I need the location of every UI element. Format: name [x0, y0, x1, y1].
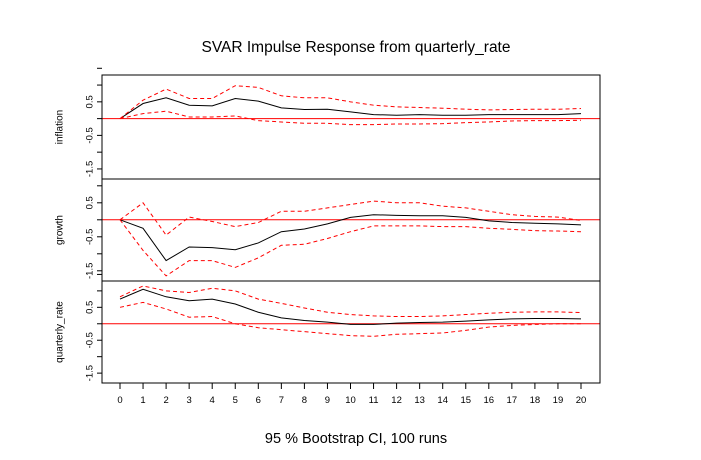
y-tick-label: -1.5	[85, 263, 96, 279]
x-tick-label: 18	[530, 395, 541, 406]
x-tick-label: 5	[233, 395, 238, 406]
y-axis-label-inflation: inflation	[55, 110, 66, 144]
panel-quarterly_rate: 0.5 -0.5 -1.5 quarterly_rate	[55, 273, 601, 384]
x-tick-label: 11	[369, 395, 379, 406]
x-tick-label: 3	[187, 395, 192, 406]
x-tick-label: 17	[507, 395, 518, 406]
y-tick-label: -0.5	[85, 332, 96, 348]
panel-frame	[101, 74, 601, 180]
y-axis-label-growth: growth	[55, 215, 66, 245]
x-tick-label: 7	[279, 395, 284, 406]
plot-area: 0.5-0.5-1.5inflation0.5-0.5-1.5growth0.5…	[55, 67, 601, 406]
series-upper-line	[119, 200, 582, 236]
x-tick-label: 14	[437, 395, 448, 406]
panel-growth: 0.5 -0.5 -1.5 growth	[55, 178, 601, 282]
y-tick-label: 0.5	[85, 301, 96, 314]
panel-frame	[101, 280, 601, 384]
x-tick-label: 12	[391, 395, 402, 406]
panel-frame	[101, 178, 601, 282]
x-tick-label: 6	[256, 395, 261, 406]
x-tick-label: 10	[345, 395, 356, 406]
chart-subtitle: 95 % Bootstrap CI, 100 runs	[265, 431, 447, 447]
x-axis: 0 1 2 3 4 5 6 7 8 9 10 11 12 13 14 15 16 17 18 19 20	[117, 383, 586, 406]
panel-inflation: 0.5 -0.5 -1.5 inflation	[55, 67, 601, 180]
series-irf-line	[119, 214, 582, 262]
series-irf-line	[119, 97, 582, 120]
series-upper-line	[119, 285, 582, 318]
x-tick-label: 9	[325, 395, 330, 406]
x-tick-label: 1	[140, 395, 145, 406]
series-lower-line	[119, 219, 582, 277]
y-tick-label: -0.5	[85, 229, 96, 245]
x-tick-label: 20	[576, 395, 587, 406]
series-upper-line	[119, 85, 582, 120]
series-lower-line	[119, 110, 582, 126]
y-tick-label: -1.5	[85, 161, 96, 177]
x-tick-label: 15	[460, 395, 471, 406]
series-lower-line	[119, 301, 581, 337]
y-axis-label-quarterly_rate: quarterly_rate	[55, 301, 66, 363]
y-tick-label: -0.5	[85, 127, 96, 143]
x-tick-label: 19	[553, 395, 564, 406]
x-tick-label: 8	[302, 395, 307, 406]
x-tick-label: 2	[163, 395, 168, 406]
chart-title: SVAR Impulse Response from quarterly_rat…	[202, 39, 511, 56]
series-irf-line	[119, 288, 582, 325]
x-tick-label: 0	[117, 395, 122, 406]
y-tick-label: -1.5	[85, 365, 96, 381]
y-tick-label: 0.5	[85, 95, 96, 108]
x-tick-label: 4	[210, 395, 215, 406]
x-tick-label: 13	[414, 395, 425, 406]
y-tick-label: 0.5	[85, 196, 96, 209]
x-tick-label: 16	[484, 395, 495, 406]
